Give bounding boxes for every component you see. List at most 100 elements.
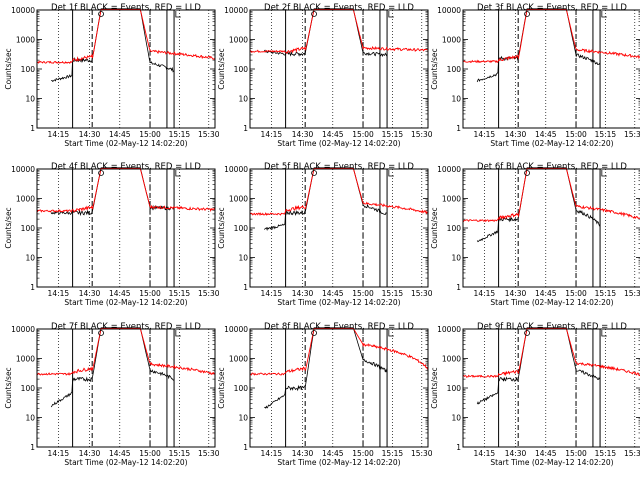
x-tick-label: 14:45 [535,449,557,458]
y-tick-label: 1 [456,124,461,133]
x-tick-label: 14:45 [535,289,557,298]
plot-frame [462,9,640,129]
detector-panel-3: Det 3f BLACK = Events, RED = LLD 14:15 14:… [430,3,640,148]
peak-marker [311,11,317,17]
panel-title: Det 1f BLACK = Events, RED = LLD [51,3,201,13]
corner-marker [175,11,181,18]
y-tick-label: 100 [234,224,249,233]
x-tick-label: 15:00 [565,130,587,139]
detector-panel-9: Det 9f BLACK = Events, RED = LLD 14:15 14:… [430,322,640,467]
y-tick-label: 10000 [437,6,461,15]
y-tick-label: 100 [447,65,462,74]
x-tick-label: 14:15 [261,449,283,458]
x-axis-label: Start Time (02-May-12 14:02:20) [277,298,400,307]
y-tick-label: 100 [234,65,249,74]
lld-series [36,327,216,376]
detector-panel-8: Det 8f BLACK = Events, RED = LLD 14:15 14:… [217,322,433,467]
x-tick-label: 15:15 [595,130,617,139]
x-axis-label: Start Time (02-May-12 14:02:20) [64,139,187,148]
events-series [476,327,601,405]
lld-series [249,8,429,55]
x-tick-label: 14:15 [48,449,70,458]
peak-marker [98,170,104,176]
y-tick-label: 1000 [442,36,461,45]
y-tick-label: 10000 [224,325,248,334]
y-tick-label: 10 [238,95,248,104]
panel-title: Det 8f BLACK = Events, RED = LLD [264,322,414,332]
corner-marker [388,170,394,177]
detector-panel-7: Det 7f BLACK = Events, RED = LLD 14:15 14:… [4,322,220,467]
x-tick-label: 15:00 [565,449,587,458]
y-tick-label: 1000 [16,36,35,45]
x-tick-label: 14:45 [322,449,344,458]
x-axis-label: Start Time (02-May-12 14:02:20) [64,298,187,307]
y-tick-label: 10 [25,254,35,263]
events-series [50,167,175,217]
peak-marker [524,11,530,17]
panel-title: Det 2f BLACK = Events, RED = LLD [264,3,414,13]
peak-marker [98,330,104,336]
y-tick-label: 1000 [16,195,35,204]
plot-frame [462,328,640,448]
events-series [263,167,387,232]
x-tick-label: 14:15 [261,130,283,139]
y-tick-label: 100 [234,384,249,393]
x-axis-label: Start Time (02-May-12 14:02:20) [277,458,400,467]
y-tick-label: 1 [30,124,35,133]
x-tick-label: 15:00 [352,449,374,458]
corner-marker [388,330,394,337]
x-tick-label: 15:15 [595,449,617,458]
y-tick-label: 1000 [442,195,461,204]
y-tick-label: 100 [447,224,462,233]
panel-title: Det 3f BLACK = Events, RED = LLD [477,3,627,13]
panel-title: Det 6f BLACK = Events, RED = LLD [477,162,627,172]
x-tick-label: 14:30 [79,130,101,139]
x-axis-label: Start Time (02-May-12 14:02:20) [490,139,613,148]
panel-title: Det 7f BLACK = Events, RED = LLD [51,322,201,332]
peak-marker [98,11,104,17]
x-tick-label: 15:00 [139,289,161,298]
x-tick-label: 14:45 [535,130,557,139]
x-tick-label: 15:15 [382,289,404,298]
y-tick-label: 1000 [442,355,461,364]
x-tick-label: 15:15 [382,449,404,458]
x-tick-label: 15:30 [624,449,640,458]
y-axis-label: Counts/sec [217,207,226,248]
detector-panel-5: Det 5f BLACK = Events, RED = LLD 14:15 14:… [217,162,433,307]
detector-panel-4: Det 4f BLACK = Events, RED = LLD 14:15 14:… [4,162,220,307]
x-tick-label: 15:30 [624,130,640,139]
x-tick-label: 15:00 [565,289,587,298]
y-axis-label: Counts/sec [430,207,439,248]
x-tick-label: 14:45 [109,289,131,298]
x-axis-label: Start Time (02-May-12 14:02:20) [277,139,400,148]
peak-marker [311,170,317,176]
x-axis-label: Start Time (02-May-12 14:02:20) [490,458,613,467]
y-tick-label: 1 [456,283,461,292]
y-tick-label: 10000 [224,165,248,174]
x-tick-label: 14:15 [261,289,283,298]
detector-panel-1: Det 1f BLACK = Events, RED = LLD 14:15 14:… [4,3,220,148]
plot-frame [462,168,640,288]
events-series [476,8,601,83]
x-tick-label: 14:30 [505,130,527,139]
y-tick-label: 1 [30,443,35,452]
y-tick-label: 10000 [224,6,248,15]
x-tick-label: 15:00 [352,130,374,139]
events-series [51,8,175,82]
corner-marker [388,11,394,18]
y-tick-label: 100 [21,384,36,393]
y-tick-label: 1000 [229,195,248,204]
y-tick-label: 1000 [229,355,248,364]
x-tick-label: 14:45 [322,289,344,298]
y-axis-label: Counts/sec [217,367,226,408]
x-tick-label: 14:15 [474,289,496,298]
plot-frame [249,328,429,448]
plot-frame [36,9,216,129]
x-axis-label: Start Time (02-May-12 14:02:20) [490,298,613,307]
y-tick-label: 10000 [11,6,35,15]
x-tick-label: 14:30 [292,289,314,298]
lld-series [36,167,216,213]
x-axis-label: Start Time (02-May-12 14:02:20) [64,458,187,467]
y-tick-label: 10000 [11,165,35,174]
